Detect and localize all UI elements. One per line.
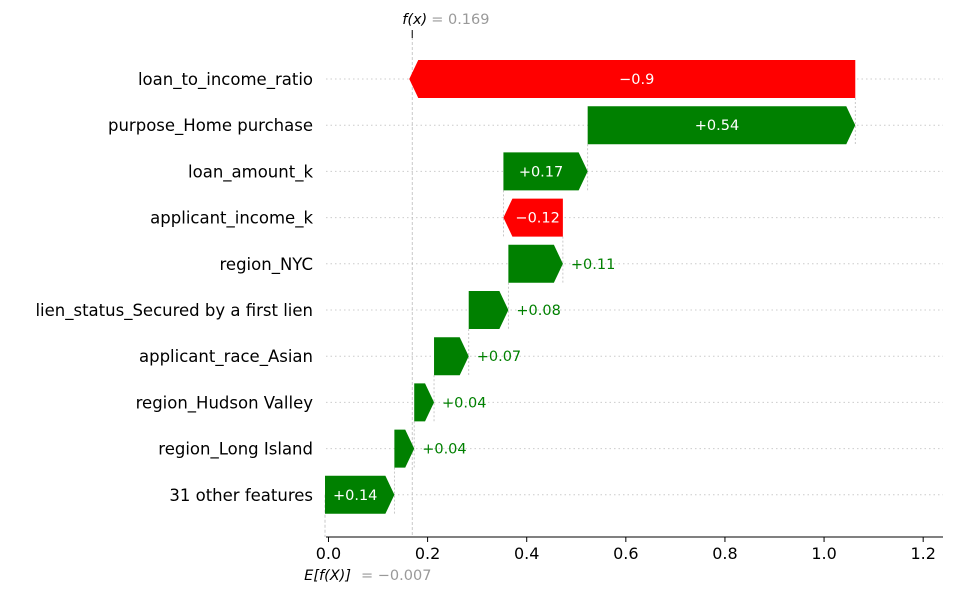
bar-value-label: +0.08 <box>516 303 560 319</box>
bar <box>409 60 856 98</box>
bar <box>325 475 395 514</box>
bar-value-label: +0.14 <box>333 488 377 504</box>
x-tick-label: 0.8 <box>712 544 737 563</box>
bar-value-label: −0.12 <box>515 211 559 227</box>
bar-value-label: +0.11 <box>571 257 615 273</box>
bar-value-label: +0.07 <box>477 349 521 365</box>
bar-value-label: +0.17 <box>519 164 563 180</box>
bar-value-label: +0.04 <box>422 442 466 458</box>
x-tick-label: 0.2 <box>415 544 440 563</box>
bar <box>414 383 435 422</box>
x-axis: 0.0 0.2 0.4 0.6 0.8 1.0 1.2 <box>316 536 943 563</box>
bar-value-label: −0.9 <box>619 72 654 88</box>
x-tick-label: 1.0 <box>811 544 836 563</box>
feature-label: lien_status_Secured by a first lien <box>35 301 313 321</box>
expected-value-label: E[f(X)] <box>304 568 351 584</box>
feature-labels: loan_to_income_ratio purpose_Home purchas… <box>35 70 313 505</box>
feature-label: applicant_race_Asian <box>139 347 313 367</box>
feature-label: purpose_Home purchase <box>108 116 313 136</box>
x-tick-label: 0.4 <box>514 544 539 563</box>
bar <box>587 106 856 145</box>
feature-label: region_NYC <box>220 255 313 275</box>
feature-label: loan_to_income_ratio <box>138 70 313 90</box>
bar <box>468 291 509 329</box>
bar <box>434 337 469 376</box>
feature-label: loan_amount_k <box>188 162 313 182</box>
bar <box>508 244 563 283</box>
x-tick-label: 0.6 <box>613 544 638 563</box>
fx-label: f(x) <box>402 12 427 28</box>
bar-value-label: +0.04 <box>442 395 486 411</box>
bar <box>394 429 415 468</box>
fx-value: = 0.169 <box>431 12 489 28</box>
feature-label: region_Long Island <box>158 440 313 460</box>
feature-label: region_Hudson Valley <box>136 393 314 413</box>
x-tick-label: 0.0 <box>316 544 341 563</box>
bar <box>503 152 588 191</box>
expected-value: = −0.007 <box>361 568 431 584</box>
bar-value-label: +0.54 <box>695 118 739 134</box>
contribution-bars: −0.9 +0.54 +0.17 −0.12 +0.11 +0.08 +0.07 +0.04 +… <box>325 60 856 514</box>
feature-label: 31 other features <box>169 486 313 505</box>
feature-label: applicant_income_k <box>150 209 313 229</box>
x-tick-label: 1.2 <box>910 544 935 563</box>
bar <box>503 198 563 237</box>
